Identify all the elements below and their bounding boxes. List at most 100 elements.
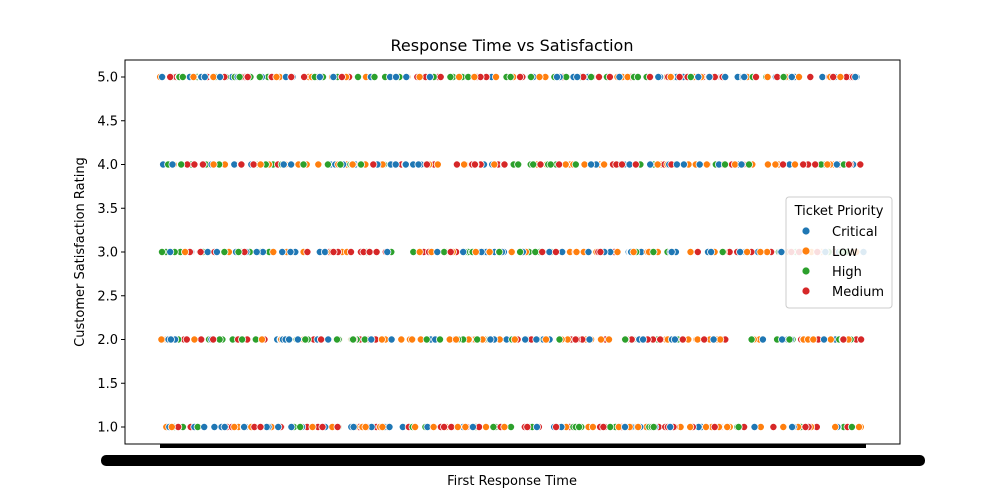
point-critical [787, 73, 796, 82]
point-critical [646, 160, 655, 169]
point-low [397, 335, 406, 344]
point-high [745, 160, 754, 169]
x-tick-labels-overlap [101, 455, 925, 466]
point-low [361, 422, 370, 431]
legend-marker-medium [801, 286, 811, 296]
point-critical [279, 160, 288, 169]
point-high [332, 335, 341, 344]
point-medium [631, 160, 640, 169]
legend-box [785, 196, 893, 309]
point-critical [532, 422, 541, 431]
y-tick-label: 1.0 [97, 421, 118, 436]
y-tick-label: 3.5 [97, 202, 118, 217]
point-critical [387, 335, 396, 344]
point-low [791, 160, 800, 169]
point-low [181, 247, 190, 256]
point-low [209, 73, 218, 82]
point-low [460, 160, 469, 169]
point-critical [402, 73, 411, 82]
point-medium [452, 160, 461, 169]
point-critical [166, 335, 175, 344]
point-low [634, 422, 643, 431]
point-medium [196, 247, 205, 256]
point-low [429, 422, 438, 431]
point-medium [618, 160, 627, 169]
point-low [716, 335, 725, 344]
y-tick-label: 2.5 [97, 289, 118, 304]
point-critical [818, 73, 827, 82]
point-medium [249, 160, 258, 169]
point-critical [832, 160, 841, 169]
point-medium [333, 422, 342, 431]
point-medium [329, 247, 338, 256]
point-low [411, 422, 420, 431]
point-critical [621, 422, 630, 431]
point-medium [700, 335, 709, 344]
point-high [157, 247, 166, 256]
point-critical [287, 160, 296, 169]
point-critical [778, 335, 787, 344]
point-medium [710, 422, 719, 431]
point-low [763, 160, 772, 169]
point-medium [446, 247, 455, 256]
point-medium [829, 73, 838, 82]
point-high [238, 335, 247, 344]
point-low [702, 422, 711, 431]
point-critical [285, 335, 294, 344]
legend-label-high: High [832, 265, 862, 280]
point-low [455, 73, 464, 82]
legend-label-critical: Critical [832, 225, 877, 240]
point-critical [695, 160, 704, 169]
point-critical [287, 422, 296, 431]
point-low [771, 160, 780, 169]
point-critical [654, 73, 663, 82]
point-low [453, 422, 462, 431]
point-critical [240, 422, 249, 431]
point-medium [769, 422, 778, 431]
point-high [718, 247, 727, 256]
point-critical [553, 73, 562, 82]
point-low [702, 160, 711, 169]
point-low [348, 160, 357, 169]
point-high [435, 335, 444, 344]
point-high [234, 247, 243, 256]
point-medium [801, 422, 810, 431]
point-high [779, 73, 788, 82]
point-low [471, 247, 480, 256]
point-critical [324, 335, 333, 344]
point-medium [811, 160, 820, 169]
point-critical [200, 422, 209, 431]
y-tick-label: 1.5 [97, 377, 118, 392]
point-critical [200, 73, 209, 82]
point-high [495, 247, 504, 256]
point-high [220, 247, 229, 256]
point-critical [401, 160, 410, 169]
point-critical [433, 247, 442, 256]
point-high [440, 247, 449, 256]
point-low [408, 335, 417, 344]
point-critical [670, 335, 679, 344]
point-critical [385, 422, 394, 431]
point-low [500, 422, 509, 431]
point-low [743, 247, 752, 256]
point-medium [440, 422, 449, 431]
point-critical [788, 422, 797, 431]
point-critical [293, 335, 302, 344]
point-high [649, 247, 658, 256]
point-low [157, 335, 166, 344]
point-critical [740, 73, 749, 82]
point-low [485, 247, 494, 256]
point-critical [367, 335, 376, 344]
point-critical [383, 247, 392, 256]
point-high [527, 73, 536, 82]
point-low [580, 160, 589, 169]
point-medium [752, 73, 761, 82]
point-medium [500, 160, 509, 169]
point-low [826, 335, 835, 344]
point-medium [317, 335, 326, 344]
points-layer [156, 73, 868, 431]
point-high [296, 422, 305, 431]
point-high [446, 73, 455, 82]
legend-label-medium: Medium [832, 285, 884, 300]
